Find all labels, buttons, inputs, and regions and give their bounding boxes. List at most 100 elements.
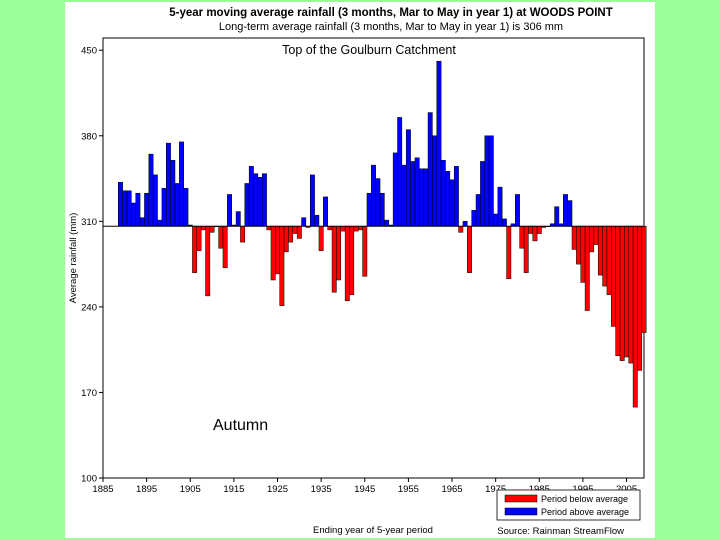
chart-title: 5-year moving average rainfall (3 months… xyxy=(169,7,613,19)
bar-2007 xyxy=(632,225,638,408)
bar-1957 xyxy=(414,157,420,227)
bar-1940 xyxy=(340,225,346,232)
bar-1943 xyxy=(353,225,359,232)
bar-1983 xyxy=(528,225,533,234)
x-axis-ticks: 1885 1895 1905 1915 1925 1935 1945 1955 1965 1975… xyxy=(92,478,637,495)
bar-1962 xyxy=(436,60,442,227)
x-tick-label-1895: 1895 xyxy=(136,484,157,495)
bar-1982 xyxy=(523,225,529,273)
bar-1971 xyxy=(475,194,481,227)
bar-1938 xyxy=(331,225,337,293)
bar-1914 xyxy=(227,194,232,227)
bar-1973 xyxy=(484,135,490,227)
bar-1939 xyxy=(336,225,342,281)
bar-2000 xyxy=(602,225,608,287)
bar-1989 xyxy=(554,206,560,227)
x-tick-label-1995: 1995 xyxy=(572,484,593,495)
bar-1936 xyxy=(323,196,328,227)
x-tick-label-1915: 1915 xyxy=(223,484,244,495)
bar-1955 xyxy=(405,129,411,227)
legend-label-above: Period above average xyxy=(541,507,629,517)
bar-1965 xyxy=(449,179,455,227)
y-axis-label: Average rainfall (mm) xyxy=(68,213,79,304)
bar-1898 xyxy=(157,219,163,227)
bar-1956 xyxy=(410,161,416,227)
bar-1942 xyxy=(349,225,355,295)
bar-1997 xyxy=(589,225,595,253)
bar-1922 xyxy=(262,173,267,227)
bar-1953 xyxy=(397,117,403,227)
bar-1918 xyxy=(244,183,250,227)
legend-label-below: Period below average xyxy=(541,494,628,504)
x-tick-label-1985: 1985 xyxy=(529,484,550,495)
x-tick-label-1925: 1925 xyxy=(267,484,288,495)
x-tick-label-1975: 1975 xyxy=(485,484,506,495)
bar-1923 xyxy=(266,225,272,231)
bar-1902 xyxy=(174,183,180,227)
bar-1921 xyxy=(257,177,263,227)
bar-1954 xyxy=(401,164,407,227)
bar-1944 xyxy=(357,225,363,231)
bar-1964 xyxy=(445,170,451,227)
bar-1976 xyxy=(497,186,503,227)
bar-1945 xyxy=(362,225,368,277)
legend: Period below average Period above averag… xyxy=(496,489,641,521)
bar-2008 xyxy=(637,225,643,371)
bar-1961 xyxy=(432,135,438,227)
bar-2006 xyxy=(628,225,634,364)
bar-1903 xyxy=(179,141,184,227)
y-tick-label-450: 450 xyxy=(81,46,97,57)
bar-1972 xyxy=(480,161,486,227)
legend-swatch-below xyxy=(504,494,538,503)
bar-1927 xyxy=(283,225,289,253)
rainfall-chart: 5-year moving average rainfall (3 months… xyxy=(68,7,647,537)
bar-1917 xyxy=(240,225,246,243)
bar-1899 xyxy=(161,188,167,227)
bar-1978 xyxy=(506,225,512,280)
bar-1968 xyxy=(462,221,468,227)
x-tick-label-1905: 1905 xyxy=(180,484,201,495)
bar-1937 xyxy=(327,225,333,231)
bar-1895 xyxy=(144,192,150,227)
x-tick-label-1965: 1965 xyxy=(441,484,462,495)
bar-1950 xyxy=(384,219,390,227)
bar-1949 xyxy=(379,192,385,227)
bar-1934 xyxy=(314,214,320,227)
bar-1935 xyxy=(318,225,324,251)
bar-1907 xyxy=(196,225,202,251)
bar-1959 xyxy=(423,168,429,227)
legend-swatch-above xyxy=(504,507,538,516)
x-tick-label-1935: 1935 xyxy=(311,484,332,495)
bar-1913 xyxy=(222,225,228,269)
x-tick-label-2005: 2005 xyxy=(616,484,637,495)
y-tick-label-240: 240 xyxy=(81,302,97,313)
bar-1996 xyxy=(584,225,590,311)
chart-panel: 5-year moving average rainfall (3 months… xyxy=(65,2,655,538)
bar-1993 xyxy=(571,225,577,250)
bar-1960 xyxy=(427,112,433,227)
bar-1992 xyxy=(567,200,573,227)
bar-1891 xyxy=(126,190,132,227)
bar-1947 xyxy=(371,164,376,227)
bar-1948 xyxy=(375,178,381,227)
y-tick-label-310: 310 xyxy=(81,217,97,228)
bar-1970 xyxy=(471,210,477,227)
bar-1930 xyxy=(296,225,302,239)
y-axis-ticks: 100 170 240 310 380 450 xyxy=(81,46,103,485)
bar-1999 xyxy=(597,225,603,276)
bar-1901 xyxy=(170,159,176,227)
y-tick-label-380: 380 xyxy=(81,131,97,142)
bar-1969 xyxy=(467,225,472,273)
bar-2003 xyxy=(615,225,621,357)
bar-1909 xyxy=(205,225,211,297)
plot-frame xyxy=(102,37,645,479)
bar-1892 xyxy=(131,202,136,227)
bar-1931 xyxy=(301,217,307,227)
bar-1995 xyxy=(580,225,586,283)
bar-1967 xyxy=(458,225,464,233)
bar-2009 xyxy=(641,225,647,333)
bar-1984 xyxy=(532,225,538,242)
bar-1977 xyxy=(501,218,507,227)
bar-1904 xyxy=(183,188,189,227)
bar-1897 xyxy=(152,174,158,227)
